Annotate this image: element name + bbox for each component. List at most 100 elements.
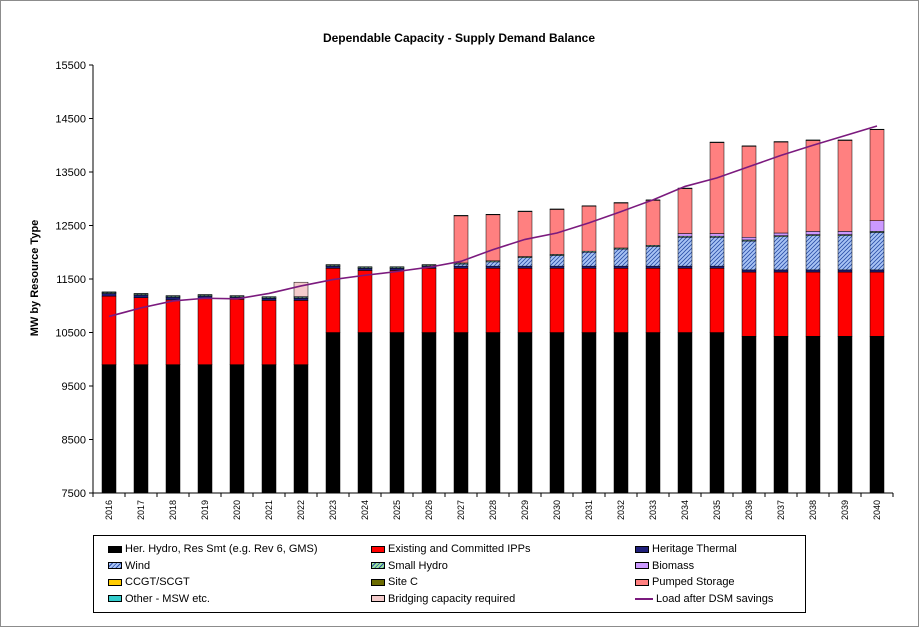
bar-segment xyxy=(261,300,277,365)
chart-title: Dependable Capacity - Supply Demand Bala… xyxy=(323,31,595,45)
bar-segment xyxy=(197,364,213,494)
legend-item: Bridging capacity required xyxy=(371,591,515,607)
legend-item: Existing and Committed IPPs xyxy=(371,541,530,557)
bar-segment xyxy=(133,364,149,494)
bar-segment xyxy=(837,139,853,141)
bar-segment xyxy=(389,332,405,494)
bar-segment xyxy=(485,214,501,216)
legend-swatch xyxy=(371,562,385,569)
bar-segment xyxy=(101,295,117,365)
legend-swatch xyxy=(635,545,649,553)
legend-item: Other - MSW etc. xyxy=(108,591,210,607)
x-tick-label: 2031 xyxy=(584,500,594,520)
legend-item: Wind xyxy=(108,558,150,574)
legend-label: Site C xyxy=(388,576,418,588)
bar-segment xyxy=(773,269,789,273)
y-tick-label: 8500 xyxy=(62,435,86,447)
y-tick-label: 14500 xyxy=(55,114,86,126)
bar-segment xyxy=(261,296,277,298)
x-tick-label: 2028 xyxy=(488,500,498,520)
x-tick-label: 2037 xyxy=(776,500,786,520)
x-tick-label: 2024 xyxy=(360,500,370,520)
bar-segment xyxy=(453,215,469,217)
bar-segment xyxy=(741,145,757,147)
legend-swatch xyxy=(108,545,122,553)
x-tick-label: 2038 xyxy=(808,500,818,520)
bar-segment xyxy=(101,293,117,297)
x-tick-label: 2030 xyxy=(552,500,562,520)
bar-segment xyxy=(677,188,693,234)
bar-segment xyxy=(613,248,629,267)
legend-swatch xyxy=(371,545,385,553)
bar-segment xyxy=(613,202,629,204)
legend-swatch xyxy=(108,578,122,586)
bar-segment xyxy=(677,237,693,267)
bar-segment xyxy=(773,232,789,236)
bar-segment xyxy=(229,299,245,365)
legend-label: Wind xyxy=(125,559,151,572)
bar-segment xyxy=(645,268,661,333)
y-tick-label: 13500 xyxy=(55,167,86,179)
x-tick-label: 2027 xyxy=(456,500,466,520)
legend-swatch xyxy=(108,562,122,569)
bar-segment xyxy=(101,291,117,293)
x-tick-label: 2017 xyxy=(136,500,146,520)
bar-segment xyxy=(293,364,309,494)
legend-label: Her. Hydro, Res Smt (e.g. Rev 6, GMS) xyxy=(125,543,318,555)
bar-segment xyxy=(677,233,693,237)
bar-segment xyxy=(805,335,821,494)
bar-segment xyxy=(453,265,469,269)
bar-segment xyxy=(517,257,533,267)
bar-segment xyxy=(421,264,437,266)
y-tick-label: 12500 xyxy=(55,221,86,233)
bar-segment xyxy=(869,232,885,271)
x-tick-label: 2029 xyxy=(520,500,530,520)
bar-segment xyxy=(773,141,789,143)
bar-segment xyxy=(229,295,245,297)
legend-item: Biomass xyxy=(635,558,694,574)
bar-segment xyxy=(197,294,213,296)
bar-segment xyxy=(549,265,565,269)
bar-segment xyxy=(837,235,853,271)
bar-segment xyxy=(421,268,437,333)
x-tick-label: 2020 xyxy=(232,500,242,520)
bar-segment xyxy=(645,200,661,246)
bar-segment xyxy=(613,265,629,269)
y-tick-label: 11500 xyxy=(56,274,86,286)
legend-label: Heritage Thermal xyxy=(652,543,737,555)
x-tick-label: 2018 xyxy=(168,500,178,520)
x-tick-label: 2026 xyxy=(424,500,434,520)
bar-segment xyxy=(613,268,629,333)
legend-swatch xyxy=(635,578,649,586)
legend-item: Load after DSM savings xyxy=(635,591,773,607)
bar-segment xyxy=(165,299,181,365)
bar-segment xyxy=(517,332,533,494)
bar-segment xyxy=(389,270,405,333)
bar-segment xyxy=(773,335,789,494)
bar-segment xyxy=(101,364,117,494)
bar-segment xyxy=(293,300,309,365)
bar-segment xyxy=(133,294,149,298)
legend-swatch xyxy=(371,595,385,602)
x-tick-label: 2016 xyxy=(104,500,114,520)
bar-segment xyxy=(325,265,341,269)
bar-segment xyxy=(869,220,885,232)
legend-label: Other - MSW etc. xyxy=(125,592,210,605)
legend-item: Small Hydro xyxy=(371,558,448,574)
bar-segment xyxy=(773,271,789,337)
bar-segment xyxy=(165,364,181,494)
bar-segment xyxy=(837,335,853,494)
bar-segment xyxy=(837,271,853,337)
bar-segment xyxy=(805,231,821,235)
x-tick-label: 2023 xyxy=(328,500,338,520)
bar-segment xyxy=(389,266,405,268)
bar-segment xyxy=(485,268,501,333)
bar-segment xyxy=(133,293,149,295)
bar-segment xyxy=(357,266,373,268)
bar-segment xyxy=(805,140,821,232)
x-tick-label: 2039 xyxy=(840,500,850,520)
bar-segment xyxy=(741,240,757,271)
y-tick-label: 15500 xyxy=(55,60,86,72)
bar-segment xyxy=(741,271,757,337)
bar-segment xyxy=(485,261,501,267)
